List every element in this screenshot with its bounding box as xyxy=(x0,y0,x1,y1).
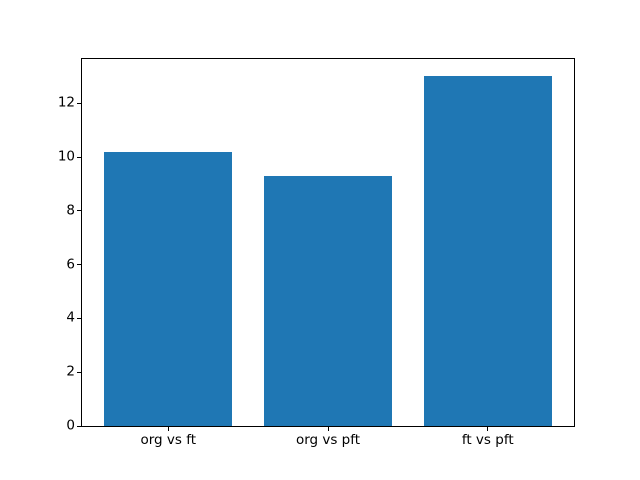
y-tick-label: 12 xyxy=(57,94,75,111)
bars-layer xyxy=(82,59,574,426)
y-axis-ticks: 0 2 4 6 8 10 12 xyxy=(58,59,574,432)
y-tick-label: 0 xyxy=(66,417,75,434)
y-tick-mark xyxy=(77,210,81,212)
y-tick-label: 4 xyxy=(66,309,75,326)
bar-org-vs-ft xyxy=(104,151,233,426)
y-tick-mark xyxy=(77,317,81,319)
y-tick-mark xyxy=(77,156,81,158)
y-tick-label: 6 xyxy=(66,255,75,272)
x-tick-mark xyxy=(327,427,329,431)
x-tick-mark xyxy=(487,427,489,431)
y-tick-label: 2 xyxy=(66,363,75,380)
bar-org-vs-pft xyxy=(264,175,392,426)
bar-ft-vs-pft xyxy=(423,76,552,426)
y-tick-mark xyxy=(77,102,81,104)
y-tick-mark xyxy=(77,371,81,373)
axes: 0 2 4 6 8 10 12 org vs ft org vs pft ft vs pft xyxy=(58,58,575,448)
y-tick-label: 8 xyxy=(66,202,75,219)
x-tick-label-org-vs-ft: org vs ft xyxy=(140,432,197,448)
x-axis-ticks: org vs ft org vs pft ft vs pft xyxy=(82,59,574,448)
x-tick-label-org-vs-pft: org vs pft xyxy=(295,432,361,448)
x-tick-label-ft-vs-pft: ft vs pft xyxy=(461,432,514,448)
x-tick-mark xyxy=(167,427,169,431)
y-tick-label: 10 xyxy=(57,148,75,165)
y-tick-mark xyxy=(77,264,81,266)
y-tick-mark xyxy=(77,425,81,427)
